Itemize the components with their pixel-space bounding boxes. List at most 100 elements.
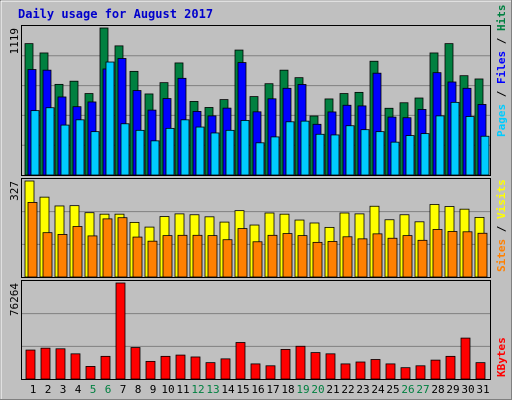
legend-hits: Hits xyxy=(495,5,508,32)
x-label-day-28: 28 xyxy=(431,383,444,396)
bar-pages-day-30 xyxy=(465,116,475,176)
bar-pages-day-1 xyxy=(30,110,40,176)
bar-sites-day-1 xyxy=(27,202,38,278)
bar-sites-day-4 xyxy=(72,226,83,278)
bar-kbytes-day-15 xyxy=(235,342,246,380)
bar-pages-day-31 xyxy=(480,135,490,176)
bar-kbytes-day-19 xyxy=(295,345,306,380)
x-label-day-6: 6 xyxy=(105,383,112,396)
bar-kbytes-day-3 xyxy=(55,348,66,380)
bar-pages-day-10 xyxy=(165,127,175,176)
x-label-day-17: 17 xyxy=(266,383,279,396)
bar-pages-day-6 xyxy=(105,61,115,176)
bar-pages-day-7 xyxy=(120,123,130,176)
bar-sites-day-10 xyxy=(162,235,173,278)
x-label-day-4: 4 xyxy=(75,383,82,396)
legend-panel3: KBytes xyxy=(495,337,508,377)
panel3-ymax-label: 76264 xyxy=(8,283,21,316)
bar-kbytes-day-5 xyxy=(85,366,96,380)
bar-pages-day-12 xyxy=(195,126,205,176)
bar-sites-day-9 xyxy=(147,240,158,278)
panel2-ymax-label: 327 xyxy=(8,181,21,201)
bar-kbytes-day-1 xyxy=(25,349,36,380)
x-label-day-30: 30 xyxy=(461,383,474,396)
bar-sites-day-30 xyxy=(462,231,473,278)
bar-sites-day-29 xyxy=(447,231,458,278)
bar-kbytes-day-13 xyxy=(205,362,216,380)
bar-pages-day-14 xyxy=(225,129,235,176)
x-label-day-8: 8 xyxy=(135,383,142,396)
bar-kbytes-day-14 xyxy=(220,358,231,380)
bar-sites-day-28 xyxy=(432,229,443,278)
bar-kbytes-day-23 xyxy=(355,361,366,380)
bar-pages-day-8 xyxy=(135,129,145,176)
bar-sites-day-13 xyxy=(207,235,218,278)
x-label-day-1: 1 xyxy=(30,383,37,396)
bar-kbytes-day-11 xyxy=(175,354,186,380)
bar-pages-day-20 xyxy=(315,133,325,176)
bar-kbytes-day-25 xyxy=(385,363,396,380)
bar-pages-day-18 xyxy=(285,121,295,176)
bar-sites-day-2 xyxy=(42,232,53,278)
x-label-day-5: 5 xyxy=(90,383,97,396)
bar-pages-day-24 xyxy=(375,131,385,176)
bar-kbytes-day-31 xyxy=(475,362,486,380)
bar-sites-day-19 xyxy=(297,235,308,278)
x-label-day-18: 18 xyxy=(281,383,294,396)
bar-pages-day-13 xyxy=(210,132,220,176)
bar-kbytes-day-30 xyxy=(460,337,471,380)
x-label-day-11: 11 xyxy=(176,383,189,396)
bar-sites-day-24 xyxy=(372,233,383,278)
x-label-day-29: 29 xyxy=(446,383,459,396)
x-label-day-9: 9 xyxy=(150,383,157,396)
legend-kbytes: KBytes xyxy=(495,337,508,377)
bar-kbytes-day-21 xyxy=(325,353,336,380)
bar-kbytes-day-16 xyxy=(250,363,261,380)
bar-pages-day-2 xyxy=(45,107,55,176)
legend-visits: Visits xyxy=(495,179,508,219)
bar-kbytes-day-17 xyxy=(265,365,276,380)
bar-pages-day-25 xyxy=(390,141,400,176)
x-label-day-22: 22 xyxy=(341,383,354,396)
bar-kbytes-day-22 xyxy=(340,363,351,380)
panel-kbytes xyxy=(21,280,491,380)
bar-pages-day-29 xyxy=(450,101,460,176)
x-label-day-15: 15 xyxy=(236,383,249,396)
bar-sites-day-17 xyxy=(267,234,278,278)
chart-title: Daily usage for August 2017 xyxy=(18,7,213,21)
bar-sites-day-18 xyxy=(282,233,293,278)
bar-sites-day-7 xyxy=(117,217,128,278)
bar-kbytes-day-6 xyxy=(100,355,111,380)
bar-pages-day-5 xyxy=(90,131,100,176)
bar-kbytes-day-7 xyxy=(115,282,126,380)
legend-pages: Pages xyxy=(495,104,508,137)
bar-sites-day-5 xyxy=(87,235,98,278)
legend-panel2: Sites / Visits xyxy=(495,179,508,272)
bar-sites-day-14 xyxy=(222,239,233,278)
x-label-day-21: 21 xyxy=(326,383,339,396)
bar-sites-day-26 xyxy=(402,235,413,278)
bar-pages-day-4 xyxy=(75,119,85,176)
bar-sites-day-23 xyxy=(357,238,368,278)
x-label-day-7: 7 xyxy=(120,383,127,396)
x-label-day-13: 13 xyxy=(206,383,219,396)
bar-kbytes-day-18 xyxy=(280,349,291,380)
legend-sites: Sites xyxy=(495,239,508,272)
bar-pages-day-21 xyxy=(330,134,340,176)
bar-kbytes-day-26 xyxy=(400,367,411,380)
bar-pages-day-11 xyxy=(180,119,190,176)
bar-pages-day-23 xyxy=(360,129,370,176)
bar-pages-day-3 xyxy=(60,124,70,176)
bar-pages-day-9 xyxy=(150,140,160,176)
x-label-day-31: 31 xyxy=(476,383,489,396)
bar-sites-day-6 xyxy=(102,218,113,278)
bar-pages-day-28 xyxy=(435,115,445,176)
bar-sites-day-21 xyxy=(327,241,338,278)
bar-sites-day-8 xyxy=(132,236,143,278)
bar-kbytes-day-27 xyxy=(415,365,426,380)
bar-kbytes-day-9 xyxy=(145,360,156,380)
x-label-day-19: 19 xyxy=(296,383,309,396)
bar-kbytes-day-10 xyxy=(160,355,171,380)
bar-pages-day-15 xyxy=(240,120,250,176)
